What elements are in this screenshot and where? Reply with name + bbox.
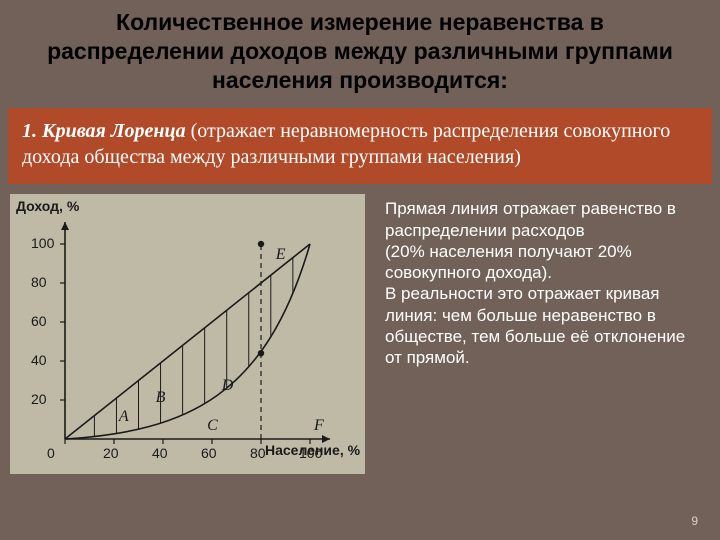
callout-box: 1. Кривая Лоренца (отражает неравномерно… [8, 108, 712, 184]
y-axis-label: Доход, % [16, 198, 79, 214]
slide-number: 9 [691, 514, 698, 528]
explanation-text: Прямая линия отражает равенство в распре… [365, 194, 710, 474]
chart-svg [10, 194, 365, 474]
lorenz-chart: Доход, % Население, % 020406080100204060… [10, 194, 365, 474]
content-row: Доход, % Население, % 020406080100204060… [0, 194, 720, 474]
slide-title: Количественное измерение неравенства в р… [0, 0, 720, 104]
callout-lead: 1. Кривая Лоренца [22, 120, 186, 142]
